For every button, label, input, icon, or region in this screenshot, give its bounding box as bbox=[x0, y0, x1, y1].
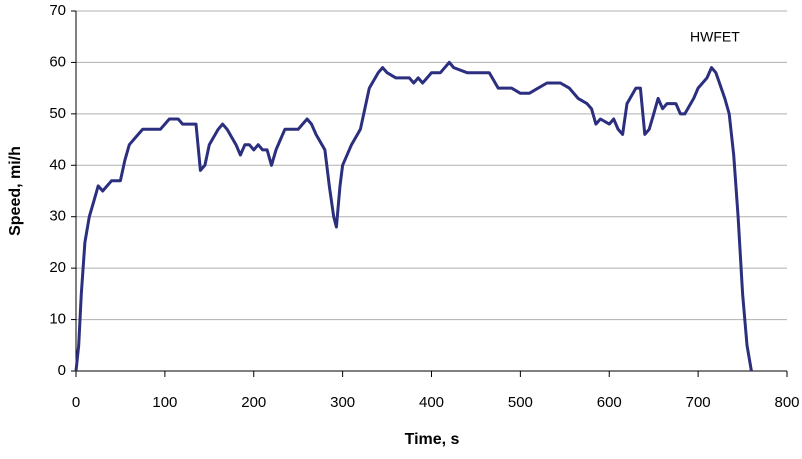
x-tick-label: 500 bbox=[508, 394, 533, 411]
y-tick-label: 10 bbox=[49, 311, 66, 328]
x-tick-label: 800 bbox=[774, 394, 799, 411]
data-line bbox=[74, 60, 753, 372]
y-axis-label: Speed, mi/h bbox=[7, 146, 24, 236]
annotation: HWFET bbox=[690, 29, 740, 45]
y-tick-label: 40 bbox=[49, 156, 66, 173]
y-tick-label: 20 bbox=[49, 259, 66, 276]
y-tick-label: 0 bbox=[58, 362, 66, 379]
y-tick-label: 60 bbox=[49, 53, 66, 70]
x-tick-label: 100 bbox=[152, 394, 177, 411]
y-tick-label: 50 bbox=[49, 105, 66, 122]
y-tick-label: 70 bbox=[49, 2, 66, 19]
x-tick-label: 0 bbox=[72, 394, 80, 411]
x-tick-label: 200 bbox=[241, 394, 266, 411]
x-axis-label: Time, s bbox=[405, 431, 460, 448]
x-tick-label: 700 bbox=[686, 394, 711, 411]
y-tick-label: 30 bbox=[49, 208, 66, 225]
x-tick-label: 600 bbox=[597, 394, 622, 411]
x-tick-label: 300 bbox=[330, 394, 355, 411]
x-tick-label: 400 bbox=[419, 394, 444, 411]
